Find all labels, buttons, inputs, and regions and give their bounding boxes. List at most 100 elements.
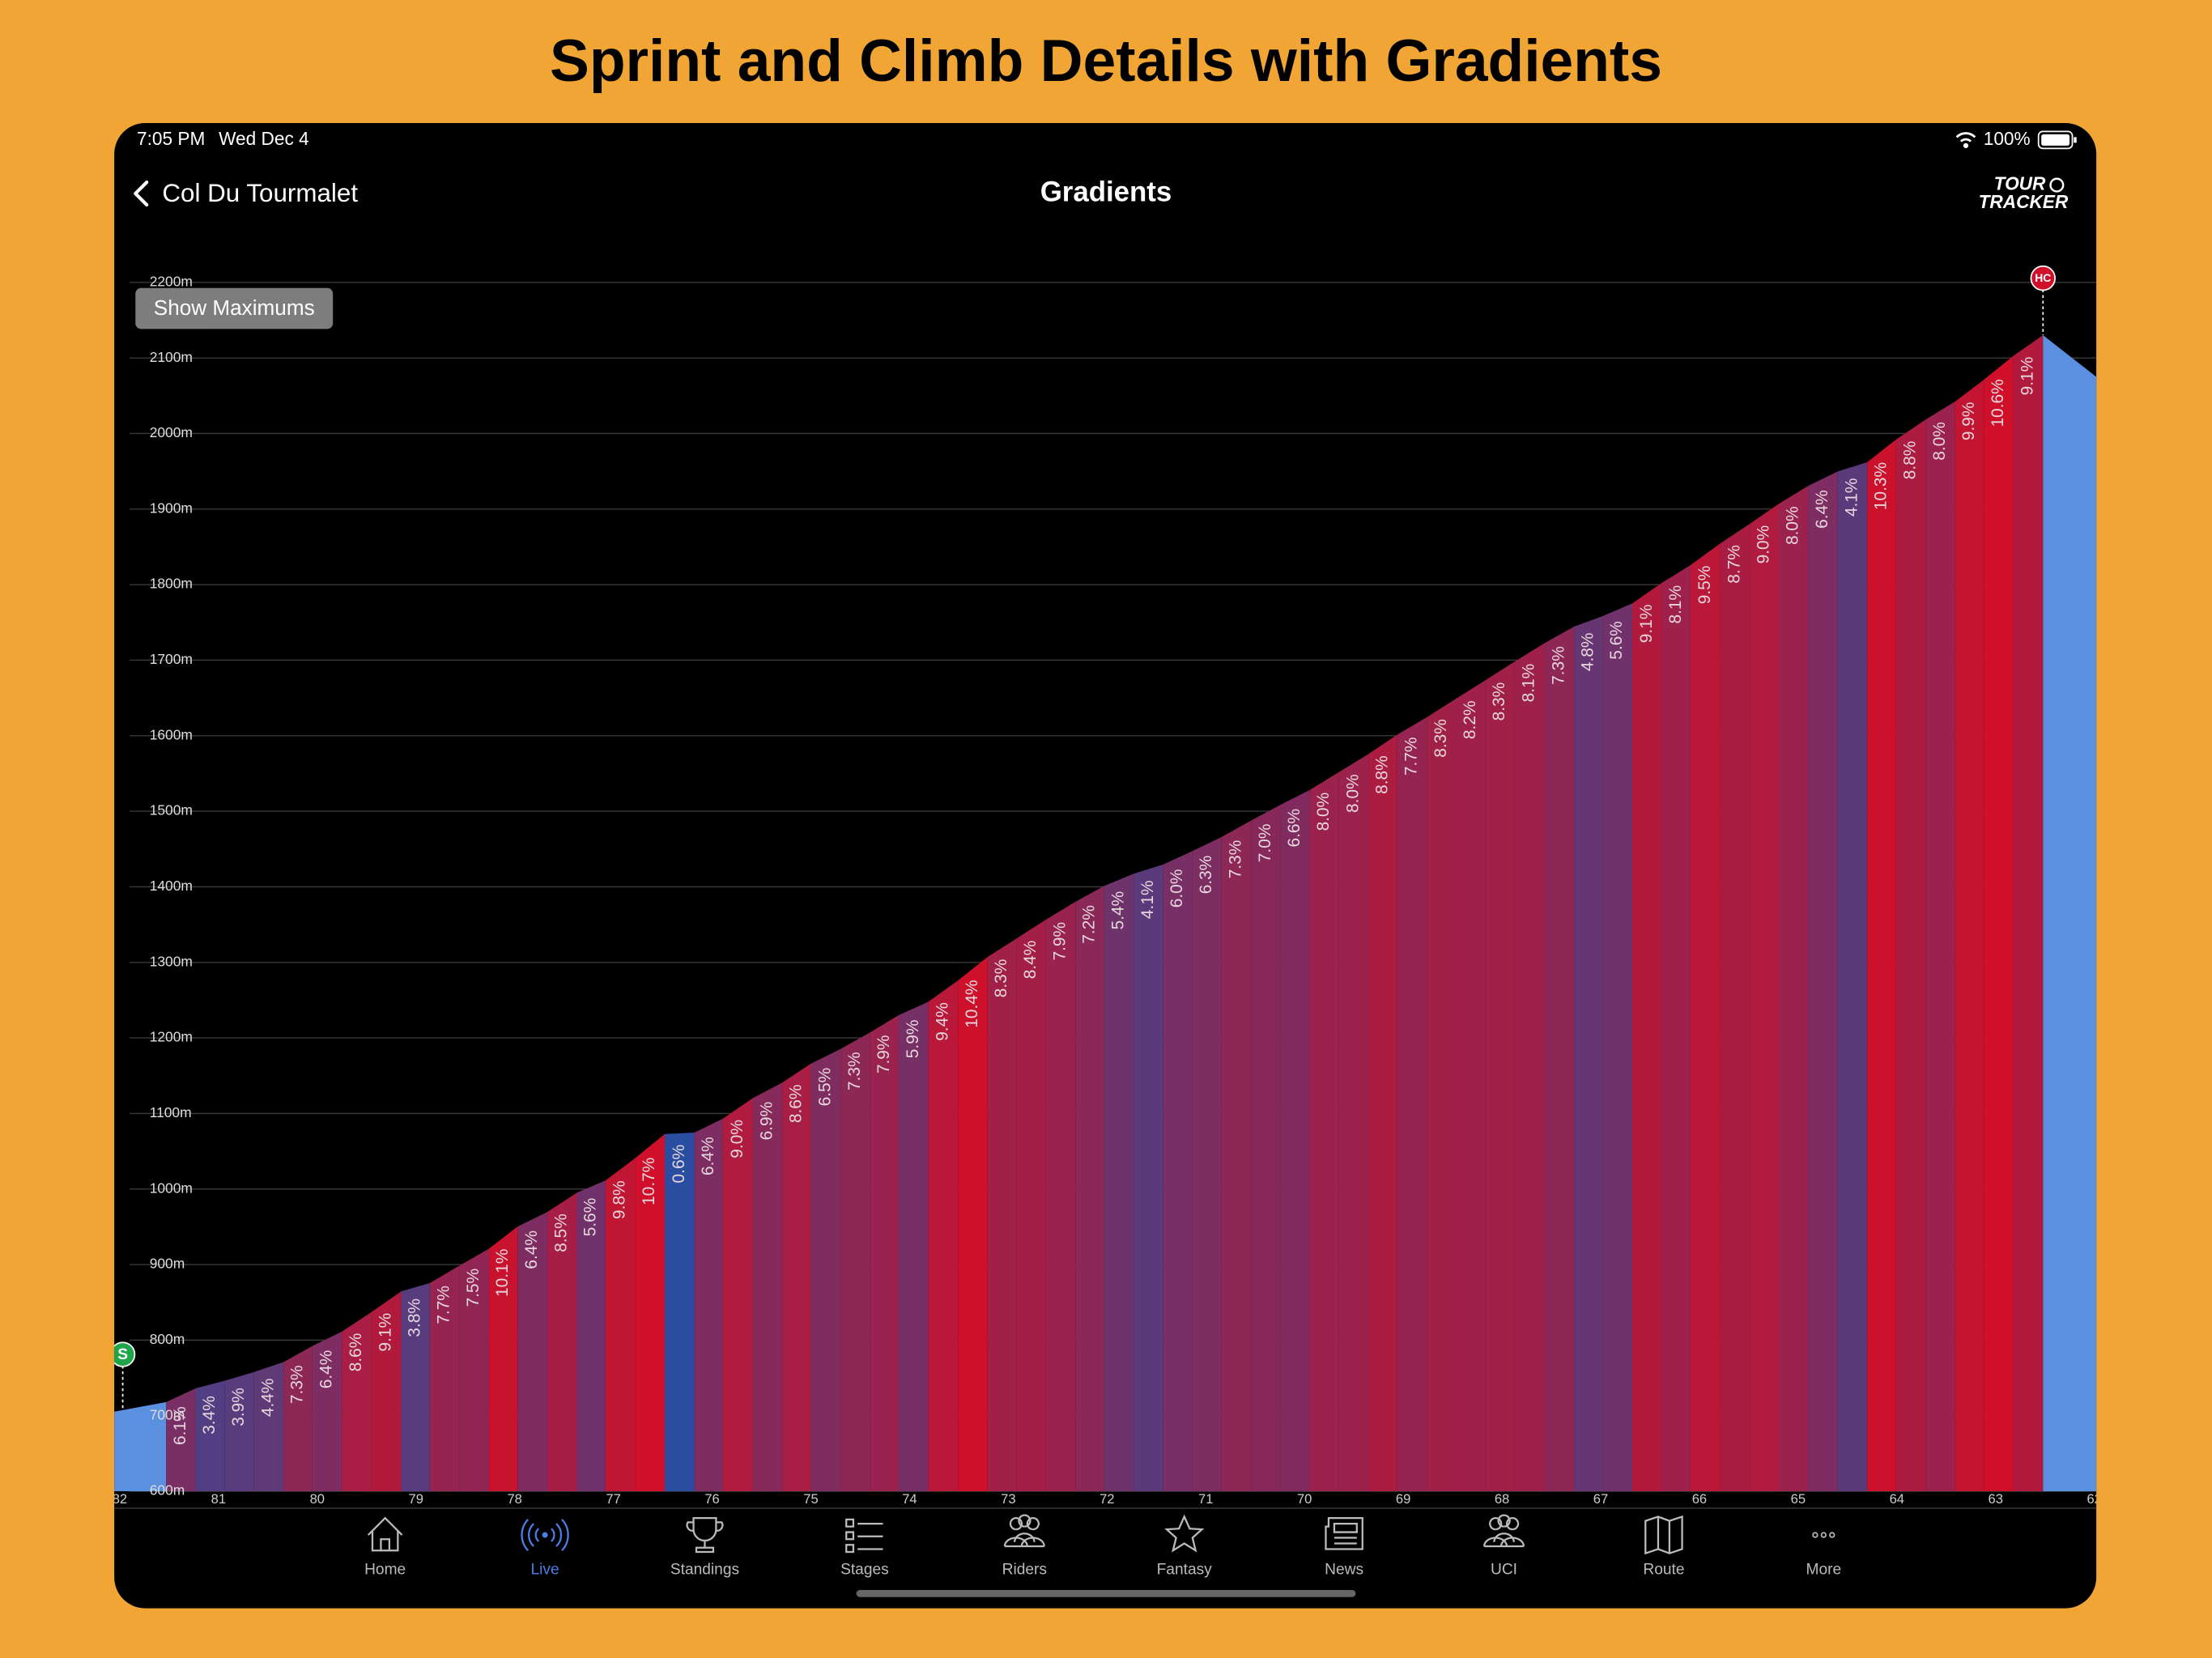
gradient-label: 5.6% <box>1607 621 1626 660</box>
y-tick-label: 600m <box>150 1482 185 1499</box>
button-label[interactable]: Show Maximums <box>154 295 315 320</box>
gradient-label: 6.6% <box>1285 809 1304 848</box>
gradient-label: 4.1% <box>1842 478 1861 517</box>
gradient-label: 9.5% <box>1695 566 1714 605</box>
tab-label[interactable]: Standings <box>670 1562 739 1579</box>
back-chevron[interactable] <box>134 181 149 207</box>
x-tick-label: 69 <box>1396 1491 1410 1507</box>
gradient-segment <box>1925 401 1955 1492</box>
gradient-segment <box>253 1362 284 1492</box>
gradient-segment <box>1895 419 1926 1492</box>
show-maximums-button[interactable]: Show Maximums <box>135 287 334 329</box>
gradient-label: 4.1% <box>1138 880 1157 919</box>
tab-icon[interactable] <box>845 1518 883 1554</box>
gradient-segment <box>1397 716 1427 1492</box>
gradient-segment <box>1485 661 1515 1492</box>
gradient-segment <box>1192 836 1222 1492</box>
gradient-label: 8.2% <box>1461 700 1479 739</box>
gradient-label: 6.4% <box>317 1350 336 1389</box>
back-label[interactable]: Col Du Tourmalet <box>162 179 358 207</box>
tab-icon[interactable] <box>1003 1514 1045 1548</box>
tab-label[interactable]: UCI <box>1491 1562 1517 1579</box>
button-background[interactable] <box>135 287 334 329</box>
gradient-segment <box>312 1331 342 1492</box>
gradient-segment <box>782 1063 811 1492</box>
gradient-segment <box>1661 564 1691 1492</box>
gradient-label: 8.3% <box>992 959 1010 998</box>
gradient-label: 0.6% <box>670 1145 688 1184</box>
x-tick-label: 73 <box>1001 1491 1015 1507</box>
page-title: Sprint and Climb Details with Gradients <box>550 28 1662 94</box>
tab-icon[interactable] <box>367 1516 403 1552</box>
gradient-label: 10.3% <box>1871 462 1890 510</box>
tab-icon[interactable] <box>1482 1514 1525 1548</box>
tab-label[interactable]: News <box>1325 1562 1363 1579</box>
gradient-label: 9.8% <box>610 1180 629 1219</box>
gradient-segment <box>1808 471 1838 1492</box>
gradient-segment <box>429 1265 460 1492</box>
gradient-label: 9.1% <box>1637 605 1656 644</box>
gradient-segment <box>1251 804 1281 1492</box>
x-tick-label: 82 <box>113 1491 127 1507</box>
x-tick-label: 70 <box>1297 1491 1312 1507</box>
tab-icon[interactable] <box>1829 1532 1836 1538</box>
tab-icon[interactable] <box>1325 1517 1363 1550</box>
gradient-segment <box>1016 919 1046 1492</box>
tab-icon[interactable] <box>521 1519 569 1551</box>
tab-label[interactable]: Home <box>364 1562 406 1579</box>
gradient-label: 5.4% <box>1108 891 1127 930</box>
marker-label: S <box>117 1346 128 1363</box>
screen-content: 6.1% 3.4% 3.9% 4.4% 7.3% 6.4% 8.6% 9.1% 3.8% 7.7%… <box>113 128 2097 1597</box>
y-tick-label: 2000m <box>150 424 193 440</box>
x-tick-label: 77 <box>606 1491 620 1507</box>
gradient-label: 3.8% <box>406 1299 424 1337</box>
x-tick-label: 81 <box>211 1491 226 1507</box>
x-tick-label: 79 <box>409 1491 423 1507</box>
status-time: 7:05 PM <box>137 128 205 149</box>
back-button[interactable]: Col Du Tourmalet <box>134 179 358 207</box>
x-tick-label: 71 <box>1198 1491 1213 1507</box>
gradient-segment <box>1368 734 1397 1492</box>
gradient-segment <box>1544 627 1575 1492</box>
gradient-label: 6.5% <box>815 1068 834 1107</box>
gradient-label: 9.1% <box>376 1313 395 1352</box>
gradient-label: 7.3% <box>288 1365 307 1404</box>
tab-icon[interactable] <box>1820 1532 1827 1538</box>
tab-icon[interactable] <box>1812 1532 1819 1538</box>
gradient-label: 6.3% <box>1197 856 1215 895</box>
logo-icon <box>2049 177 2065 193</box>
gradient-label: 3.4% <box>200 1396 219 1435</box>
x-tick-label: 72 <box>1100 1491 1114 1507</box>
x-tick-label: 80 <box>310 1491 325 1507</box>
gradient-label: 10.1% <box>493 1249 512 1297</box>
gradient-label: 7.9% <box>1051 922 1070 961</box>
tab-icon[interactable] <box>1644 1515 1683 1555</box>
gradient-segment <box>459 1248 489 1492</box>
gradient-segment <box>1632 582 1662 1492</box>
gradient-segment <box>1602 603 1633 1492</box>
gradient-segment <box>722 1098 753 1492</box>
gradient-label: 3.9% <box>229 1388 248 1426</box>
gradient-label: 6.9% <box>757 1102 776 1141</box>
gradient-segment <box>1075 886 1104 1492</box>
gradient-label: 8.1% <box>1666 585 1685 624</box>
gradient-segment <box>928 980 959 1492</box>
y-tick-label: 1700m <box>150 651 193 667</box>
tab-label[interactable]: Fantasy <box>1157 1562 1213 1579</box>
gradient-label: 7.9% <box>874 1035 893 1074</box>
tab-label[interactable]: Stages <box>840 1562 889 1579</box>
tab-icon[interactable] <box>1164 1514 1205 1553</box>
tab-label[interactable]: Riders <box>1002 1562 1047 1579</box>
gradient-label: 10.6% <box>1989 379 2007 427</box>
lead-in-area <box>114 1401 167 1492</box>
tab-label[interactable]: Live <box>530 1562 559 1579</box>
gradient-label: 7.7% <box>435 1286 453 1324</box>
tab-icon[interactable] <box>686 1517 724 1554</box>
tab-label[interactable]: Route <box>1643 1562 1684 1579</box>
gradient-segment <box>1750 504 1779 1492</box>
home-indicator <box>856 1589 1356 1597</box>
tab-icon[interactable] <box>542 1532 548 1538</box>
gradient-segment <box>195 1380 225 1492</box>
chart: 6.1% 3.4% 3.9% 4.4% 7.3% 6.4% 8.6% 9.1% 3.8% 7.7%… <box>113 265 2097 1507</box>
tab-label[interactable]: More <box>1806 1562 1842 1579</box>
